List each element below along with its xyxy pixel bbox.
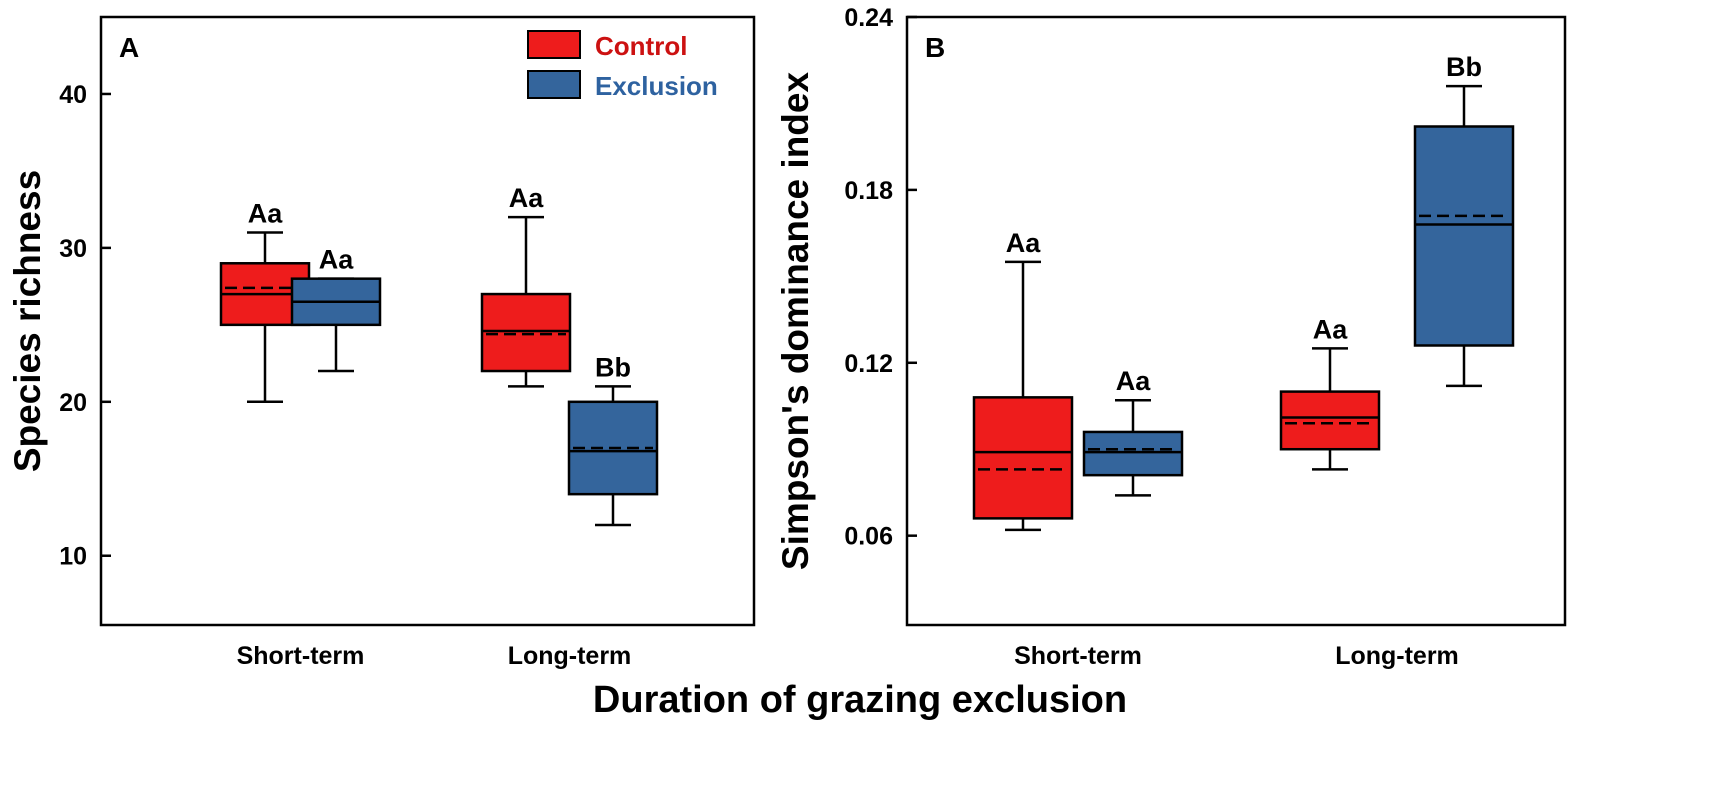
legend-exclusion-label: Exclusion bbox=[595, 71, 718, 101]
box-exclusion-short-term: Aa bbox=[290, 245, 382, 373]
legend-exclusion-swatch bbox=[527, 70, 581, 99]
x-tick-label: Short-term bbox=[237, 642, 365, 670]
significance-label: Bb bbox=[595, 352, 631, 382]
panel-b-simpson-dominance: B 0.06 0.12 0.18 0.24 Simpson's dominance ind… bbox=[775, 4, 1567, 670]
y-axis-title: Simpson's dominance index bbox=[775, 72, 816, 571]
iqr-box bbox=[1413, 125, 1515, 347]
x-tick-label: Short-term bbox=[1014, 642, 1142, 670]
y-tick-label: 0.24 bbox=[844, 4, 893, 32]
y-tick-label: 20 bbox=[59, 389, 87, 417]
box-control-long-term: Aa bbox=[480, 183, 572, 388]
iqr-box bbox=[480, 292, 572, 373]
significance-label: Aa bbox=[1006, 228, 1041, 258]
panel-a-species-richness: A 10 20 30 40 Species richness Short-term Long-… bbox=[7, 15, 756, 670]
legend-control-label: Control bbox=[595, 31, 687, 61]
box-exclusion-long-term: Bb bbox=[1413, 52, 1515, 388]
significance-label: Aa bbox=[248, 198, 283, 228]
y-axis-title: Species richness bbox=[7, 170, 48, 472]
box-control-short-term: Aa bbox=[219, 198, 311, 404]
box-exclusion-long-term: Bb bbox=[567, 352, 659, 527]
iqr-box bbox=[972, 396, 1074, 520]
y-tick-label: 0.18 bbox=[844, 177, 893, 205]
panel-letter: B bbox=[925, 32, 945, 63]
panel-letter: A bbox=[119, 32, 139, 63]
y-tick-label: 0.12 bbox=[844, 350, 893, 378]
iqr-box bbox=[1279, 390, 1381, 451]
box-exclusion-short-term: Aa bbox=[1082, 366, 1184, 497]
plot-frame bbox=[905, 15, 1567, 627]
significance-label: Aa bbox=[1116, 366, 1151, 396]
significance-label: Aa bbox=[319, 245, 354, 275]
significance-label: Aa bbox=[1313, 314, 1348, 344]
legend-control-swatch bbox=[527, 30, 581, 59]
significance-label: Bb bbox=[1446, 52, 1482, 82]
box-control-long-term: Aa bbox=[1279, 314, 1381, 471]
plot-frame bbox=[99, 15, 756, 627]
significance-label: Aa bbox=[509, 183, 544, 213]
y-tick-label: 30 bbox=[59, 235, 87, 263]
y-tick-label: 0.06 bbox=[844, 523, 893, 551]
x-tick-label: Long-term bbox=[508, 642, 632, 670]
y-tick-label: 40 bbox=[59, 81, 87, 109]
y-tick-label: 10 bbox=[59, 543, 87, 571]
iqr-box bbox=[1082, 430, 1184, 477]
shared-x-axis-label: Duration of grazing exclusion bbox=[593, 679, 1127, 721]
x-tick-label: Long-term bbox=[1335, 642, 1459, 670]
box-control-short-term: Aa bbox=[972, 228, 1074, 532]
legend: Control Exclusion bbox=[527, 30, 718, 101]
